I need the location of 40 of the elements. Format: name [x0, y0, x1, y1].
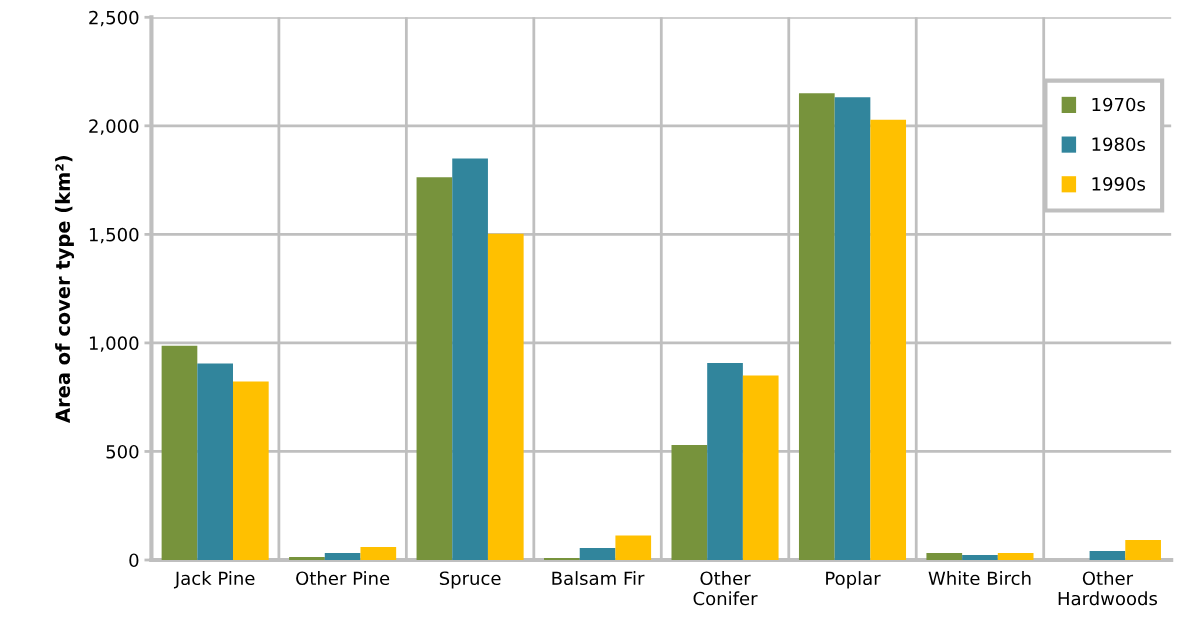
y-tick-label: 2,500 [89, 10, 139, 27]
bar [452, 158, 488, 560]
bar [671, 444, 708, 560]
bar [834, 97, 871, 560]
bar [798, 93, 835, 560]
legend-label: 1980s [1092, 137, 1146, 152]
bar [707, 362, 743, 560]
y-tick-label: 1,000 [89, 336, 139, 352]
legend-label: 1970s [1092, 97, 1146, 112]
x-tick-label: Balsam Fir [552, 571, 645, 586]
y-tick-label: 0 [129, 553, 139, 568]
bar [487, 233, 524, 560]
bar [615, 535, 652, 560]
y-axis-title: Area of cover type (km²) [55, 155, 75, 423]
bar [324, 553, 361, 560]
bar [926, 553, 963, 560]
y-tick-label: 2,000 [89, 119, 139, 135]
y-tick-label: 1,500 [89, 227, 139, 244]
x-tick-label: Poplar [826, 571, 881, 589]
bar [962, 555, 998, 560]
bar [742, 375, 779, 560]
bar [233, 381, 269, 560]
y-tick-label: 500 [106, 444, 139, 459]
bar [579, 548, 616, 560]
bar [161, 345, 198, 560]
bar [1125, 540, 1161, 560]
bar [416, 177, 453, 560]
bar [197, 363, 233, 560]
bar [1089, 551, 1126, 560]
x-tick-label: Spruce [439, 571, 501, 589]
x-tick-label: Other Conifer [693, 571, 758, 606]
x-tick-label: Other Hardwoods [1058, 571, 1158, 606]
bar [360, 546, 397, 560]
bar [289, 556, 325, 560]
legend-label: 1990s [1092, 177, 1146, 191]
bar [997, 553, 1034, 560]
x-tick-label: White Birch [928, 571, 1031, 586]
x-tick-label: Other Pine [296, 571, 390, 586]
bar [870, 119, 907, 560]
x-tick-label: Jack Pine [173, 571, 255, 589]
